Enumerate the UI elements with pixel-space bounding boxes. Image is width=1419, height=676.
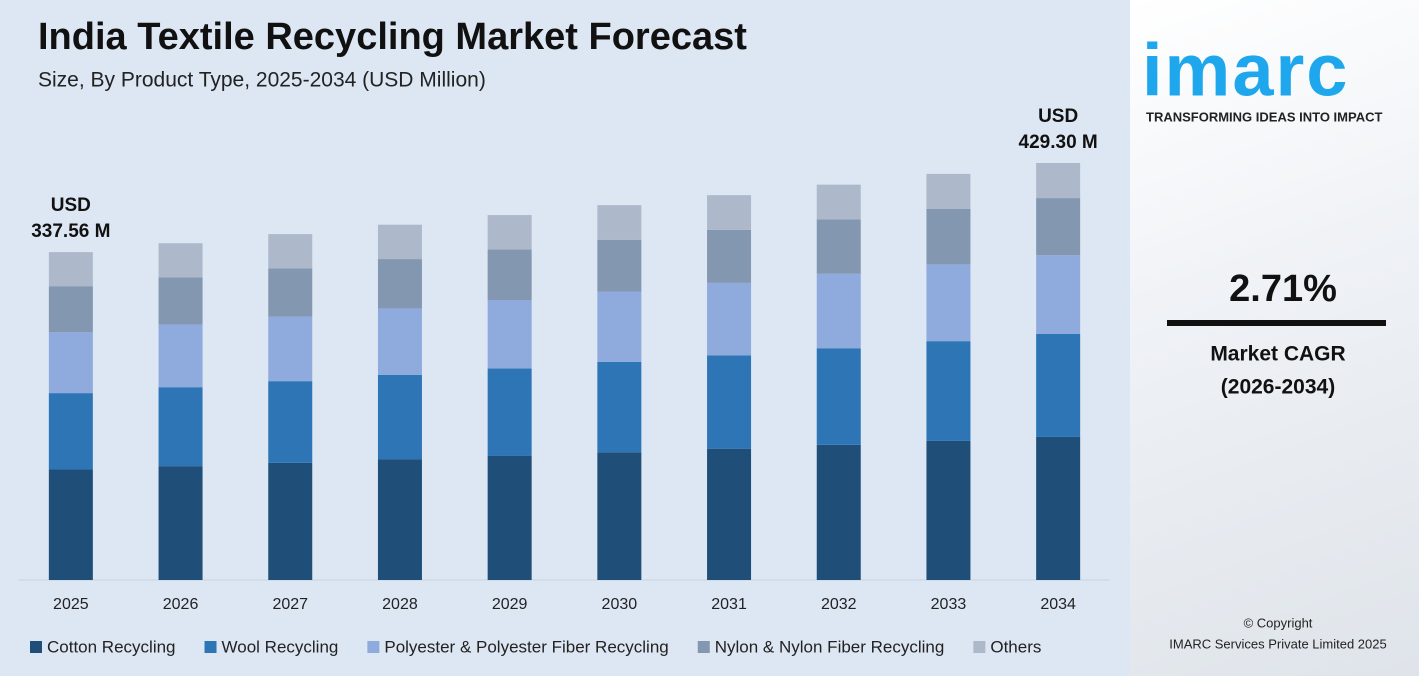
chart: India Textile Recycling Market Forecast … xyxy=(18,16,1110,656)
bar-segment xyxy=(816,273,861,349)
bar-segment xyxy=(1036,436,1081,580)
bar-segment xyxy=(816,444,861,580)
sidebar-graphic: imarc TRANSFORMING IDEAS INTO IMPACT 2.7… xyxy=(1142,29,1387,652)
bar-segment xyxy=(487,368,532,456)
bar-segment xyxy=(597,452,642,580)
total-annotation: USD xyxy=(1038,106,1078,127)
legend-label: Wool Recycling xyxy=(222,637,339,656)
bar-segment xyxy=(268,234,313,269)
x-tick-label: 2028 xyxy=(382,596,418,613)
x-tick-label: 2033 xyxy=(931,596,967,613)
total-annotation: 429.30 M xyxy=(1019,132,1098,153)
total-annotation: 337.56 M xyxy=(31,221,110,242)
bar-segment xyxy=(377,374,422,460)
total-annotation: USD xyxy=(51,195,91,216)
x-tick-label: 2027 xyxy=(272,596,308,613)
bar-segment xyxy=(597,361,642,453)
sidebar: imarc TRANSFORMING IDEAS INTO IMPACT 2.7… xyxy=(1130,0,1419,676)
bar-segment xyxy=(268,462,313,580)
bar-segment xyxy=(377,308,422,375)
bar-segment xyxy=(926,341,971,441)
bar-segment xyxy=(597,205,642,240)
bar-segment xyxy=(707,195,752,230)
bar-segment xyxy=(377,259,422,309)
cagr-period: (2026-2034) xyxy=(1221,376,1335,399)
bar-segment xyxy=(597,291,642,362)
x-tick-label: 2030 xyxy=(602,596,638,613)
bar-segment xyxy=(1036,255,1081,334)
bar-segment xyxy=(816,348,861,445)
bar-segment xyxy=(48,332,93,394)
bar-segment xyxy=(707,355,752,449)
x-tick-label: 2025 xyxy=(53,596,89,613)
legend-swatch xyxy=(367,641,380,653)
bar-segment xyxy=(707,282,752,356)
x-tick-label: 2031 xyxy=(711,596,747,613)
bar-segment xyxy=(268,316,313,382)
bar-segment xyxy=(487,300,532,369)
logo: imarc xyxy=(1142,29,1349,112)
bar-segment xyxy=(48,469,93,580)
bar-segment xyxy=(926,440,971,580)
bar-segment xyxy=(816,219,861,274)
legend-label: Cotton Recycling xyxy=(47,637,176,656)
bar-segment xyxy=(158,324,203,388)
legend-swatch xyxy=(973,641,986,653)
bar-segment xyxy=(597,239,642,292)
legend-label: Others xyxy=(990,637,1041,656)
bar-segment xyxy=(48,286,93,333)
company: IMARC Services Private Limited 2025 xyxy=(1169,636,1386,651)
bar-segment xyxy=(1036,198,1081,256)
x-tick-label: 2034 xyxy=(1040,596,1076,613)
bar-segment xyxy=(707,448,752,580)
bar-segment xyxy=(487,455,532,580)
legend-label: Polyester & Polyester Fiber Recycling xyxy=(384,637,668,656)
bar-segment xyxy=(158,466,203,580)
bar-segment xyxy=(377,224,422,260)
bar-segment xyxy=(1036,163,1081,199)
legend-swatch xyxy=(30,641,42,653)
bar-segment xyxy=(158,277,203,325)
bar-segment xyxy=(487,215,532,250)
legend-swatch xyxy=(204,641,217,653)
bar-segment xyxy=(487,249,532,301)
legend-swatch xyxy=(697,641,710,653)
bar-segment xyxy=(377,459,422,580)
bar-segment xyxy=(1036,333,1081,437)
bar-segment xyxy=(48,393,93,470)
bar-segment xyxy=(158,243,203,278)
chart-subtitle: Size, By Product Type, 2025-2034 (USD Mi… xyxy=(38,69,486,92)
x-tick-label: 2029 xyxy=(492,596,528,613)
bar-segment xyxy=(268,381,313,463)
bar-segment xyxy=(707,229,752,283)
chart-title: India Textile Recycling Market Forecast xyxy=(38,16,747,58)
bar-segment xyxy=(926,173,971,209)
bar-segment xyxy=(926,264,971,342)
bar-segment xyxy=(816,184,861,220)
divider xyxy=(1167,320,1386,326)
cagr-value: 2.71% xyxy=(1229,268,1337,310)
bar-segment xyxy=(48,252,93,287)
x-tick-label: 2026 xyxy=(163,596,199,613)
copyright: © Copyright xyxy=(1244,615,1313,630)
tagline: TRANSFORMING IDEAS INTO IMPACT xyxy=(1146,109,1382,124)
bar-segment xyxy=(158,387,203,467)
cagr-label: Market CAGR xyxy=(1210,343,1345,366)
legend-label: Nylon & Nylon Fiber Recycling xyxy=(715,637,945,656)
bar-segment xyxy=(268,268,313,317)
bar-segment xyxy=(926,208,971,265)
x-tick-label: 2032 xyxy=(821,596,857,613)
